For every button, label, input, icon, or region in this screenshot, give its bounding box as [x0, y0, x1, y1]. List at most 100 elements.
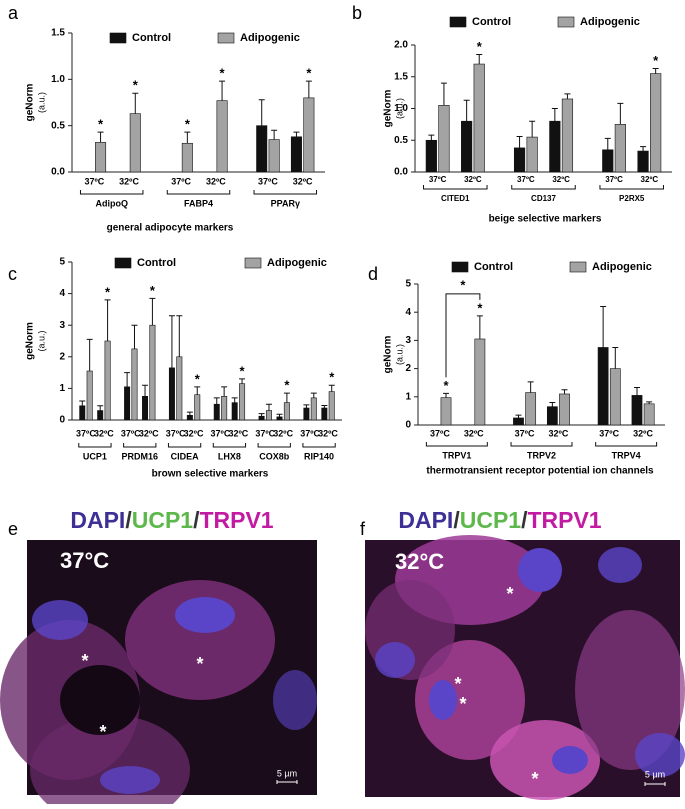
asterisk: *	[531, 769, 538, 789]
nucleus	[518, 548, 562, 592]
legend-label: Adipogenic	[580, 16, 640, 28]
error-bar	[604, 137, 611, 150]
error-bar	[633, 386, 640, 396]
legend-swatch	[217, 32, 235, 44]
bar	[513, 417, 524, 426]
error-bar	[239, 378, 246, 384]
asterisk: *	[99, 722, 106, 742]
significance-marker: *	[477, 39, 483, 54]
x-tick-label: 32ºC	[273, 428, 293, 438]
y-tick-label: 0.5	[51, 120, 65, 131]
group-bracket	[599, 185, 664, 190]
y-tick-label: 0	[59, 415, 65, 426]
bar	[546, 406, 558, 426]
x-axis-label: general adipocyte markers	[107, 223, 234, 234]
group-bracket	[253, 190, 318, 195]
separator: /	[521, 507, 528, 533]
nucleus	[552, 746, 588, 774]
bar	[609, 368, 621, 426]
x-tick-label: 37ºC	[76, 428, 96, 438]
asterisk: *	[81, 651, 88, 671]
bar	[643, 403, 655, 426]
bar	[321, 407, 328, 421]
legend-swatch	[557, 16, 575, 28]
x-tick-label: 37ºC	[84, 176, 104, 186]
bar	[239, 383, 246, 421]
x-axis-label: thermotransient receptor potential ion c…	[426, 466, 654, 477]
bar	[525, 392, 537, 426]
error-bar	[168, 315, 175, 368]
error-bar	[617, 102, 624, 125]
group-bracket	[257, 443, 291, 448]
group-label: TRPV1	[442, 450, 471, 460]
x-tick-label: 32ºC	[119, 176, 139, 186]
panel-letter: c	[8, 264, 17, 284]
significance-marker: *	[220, 66, 226, 81]
bar	[474, 338, 486, 426]
group-bracket	[510, 442, 573, 447]
significance-marker: *	[150, 283, 156, 298]
asterisk: *	[459, 694, 466, 714]
y-tick-label: 1.5	[51, 28, 65, 39]
group-label: CIDEA	[171, 451, 200, 461]
micrograph-f: f DAPI/UCP1/TRPV1 32°C * * * * 5 µm	[360, 507, 685, 800]
bar	[256, 125, 268, 173]
x-tick-label: 37ºC	[166, 428, 186, 438]
y-axis-unit: (a.u.)	[394, 98, 404, 119]
bar	[461, 120, 473, 173]
x-tick-label: 37ºC	[255, 428, 275, 438]
group-label: TRPV2	[527, 450, 556, 460]
group-label: P2RX5	[619, 194, 645, 203]
bar	[526, 136, 538, 173]
bar	[131, 348, 138, 421]
y-tick-label: 1	[59, 383, 65, 394]
group-label: PRDM16	[122, 451, 159, 461]
y-tick-label: 3	[59, 320, 65, 331]
y-tick-label: 2	[405, 363, 411, 374]
significance-marker: *	[306, 66, 312, 81]
bar	[79, 405, 86, 421]
legend-swatch	[569, 261, 587, 273]
nucleus	[273, 670, 317, 730]
panel-letter: b	[352, 3, 362, 23]
group-label: PPARγ	[271, 198, 300, 208]
error-bar	[184, 131, 191, 144]
bar	[194, 394, 201, 421]
cell	[490, 720, 600, 800]
bar	[290, 136, 302, 173]
x-tick-label: 32ºC	[641, 175, 659, 184]
error-bar	[440, 82, 447, 106]
nucleus	[100, 766, 160, 794]
significance-marker: *	[98, 117, 104, 132]
bar	[221, 395, 228, 421]
bar	[86, 370, 93, 421]
x-tick-label: 32ºC	[206, 176, 226, 186]
legend-label: Control	[472, 16, 511, 28]
bar	[303, 407, 310, 421]
x-tick-label: 37ºC	[258, 176, 278, 186]
error-bar	[131, 324, 138, 349]
error-bar	[600, 306, 607, 348]
bar	[549, 120, 561, 173]
comparison-bracket	[445, 293, 481, 378]
error-bar	[149, 297, 156, 326]
error-bar	[305, 80, 312, 98]
x-axis-label: beige selective markers	[489, 214, 602, 225]
legend-label: Adipogenic	[240, 32, 300, 44]
y-axis-unit: (a.u.)	[394, 344, 404, 365]
error-bar	[124, 372, 131, 387]
y-tick-label: 5	[59, 257, 65, 268]
x-tick-label: 32ºC	[549, 428, 569, 438]
bar	[213, 403, 220, 421]
asterisk: *	[506, 584, 513, 604]
bar	[283, 402, 290, 421]
y-tick-label: 1	[405, 391, 411, 402]
micrograph-e: e DAPI/UCP1/TRPV1 37°C * * * 5 µm	[0, 507, 317, 809]
group-label: LHX8	[218, 451, 241, 461]
error-bar	[328, 384, 335, 392]
x-tick-label: 37ºC	[605, 175, 623, 184]
nucleus	[175, 597, 235, 633]
error-bar	[529, 120, 536, 138]
error-bar	[564, 93, 571, 99]
